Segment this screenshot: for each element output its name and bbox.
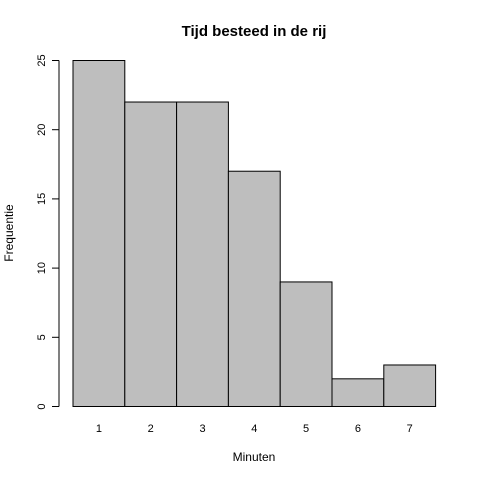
y-tick-label: 25: [36, 54, 48, 66]
x-tick-label: 2: [148, 423, 154, 435]
bar-6: [331, 378, 385, 408]
y-tick-label: 15: [36, 193, 48, 205]
bars-group: [72, 60, 437, 408]
x-tick-label: 4: [251, 423, 257, 435]
x-tick-label: 6: [355, 423, 361, 435]
y-tick-label: 10: [36, 262, 48, 274]
x-tick-label: 7: [407, 423, 413, 435]
bar-2: [124, 101, 178, 408]
bar-4: [227, 170, 281, 407]
y-tick-label: 5: [36, 334, 48, 340]
bar-5: [279, 281, 333, 407]
bar-7: [383, 364, 437, 408]
y-axis-label: Frequentie: [2, 204, 16, 262]
x-tick-label: 5: [303, 423, 309, 435]
bar-1: [72, 60, 126, 407]
x-tick-label: 3: [199, 423, 205, 435]
x-tick-label: 1: [96, 423, 102, 435]
x-tick-labels: 1 2 3 4 5 6 7: [96, 423, 413, 435]
bar-3: [176, 101, 229, 408]
y-axis: 0 5 10 15 20 25: [36, 54, 60, 410]
chart-title: Tijd besteed in de rij: [182, 23, 327, 40]
y-tick-label: 0: [36, 403, 48, 409]
y-tick-label: 20: [36, 124, 48, 136]
x-axis-label: Minuten: [233, 450, 276, 464]
